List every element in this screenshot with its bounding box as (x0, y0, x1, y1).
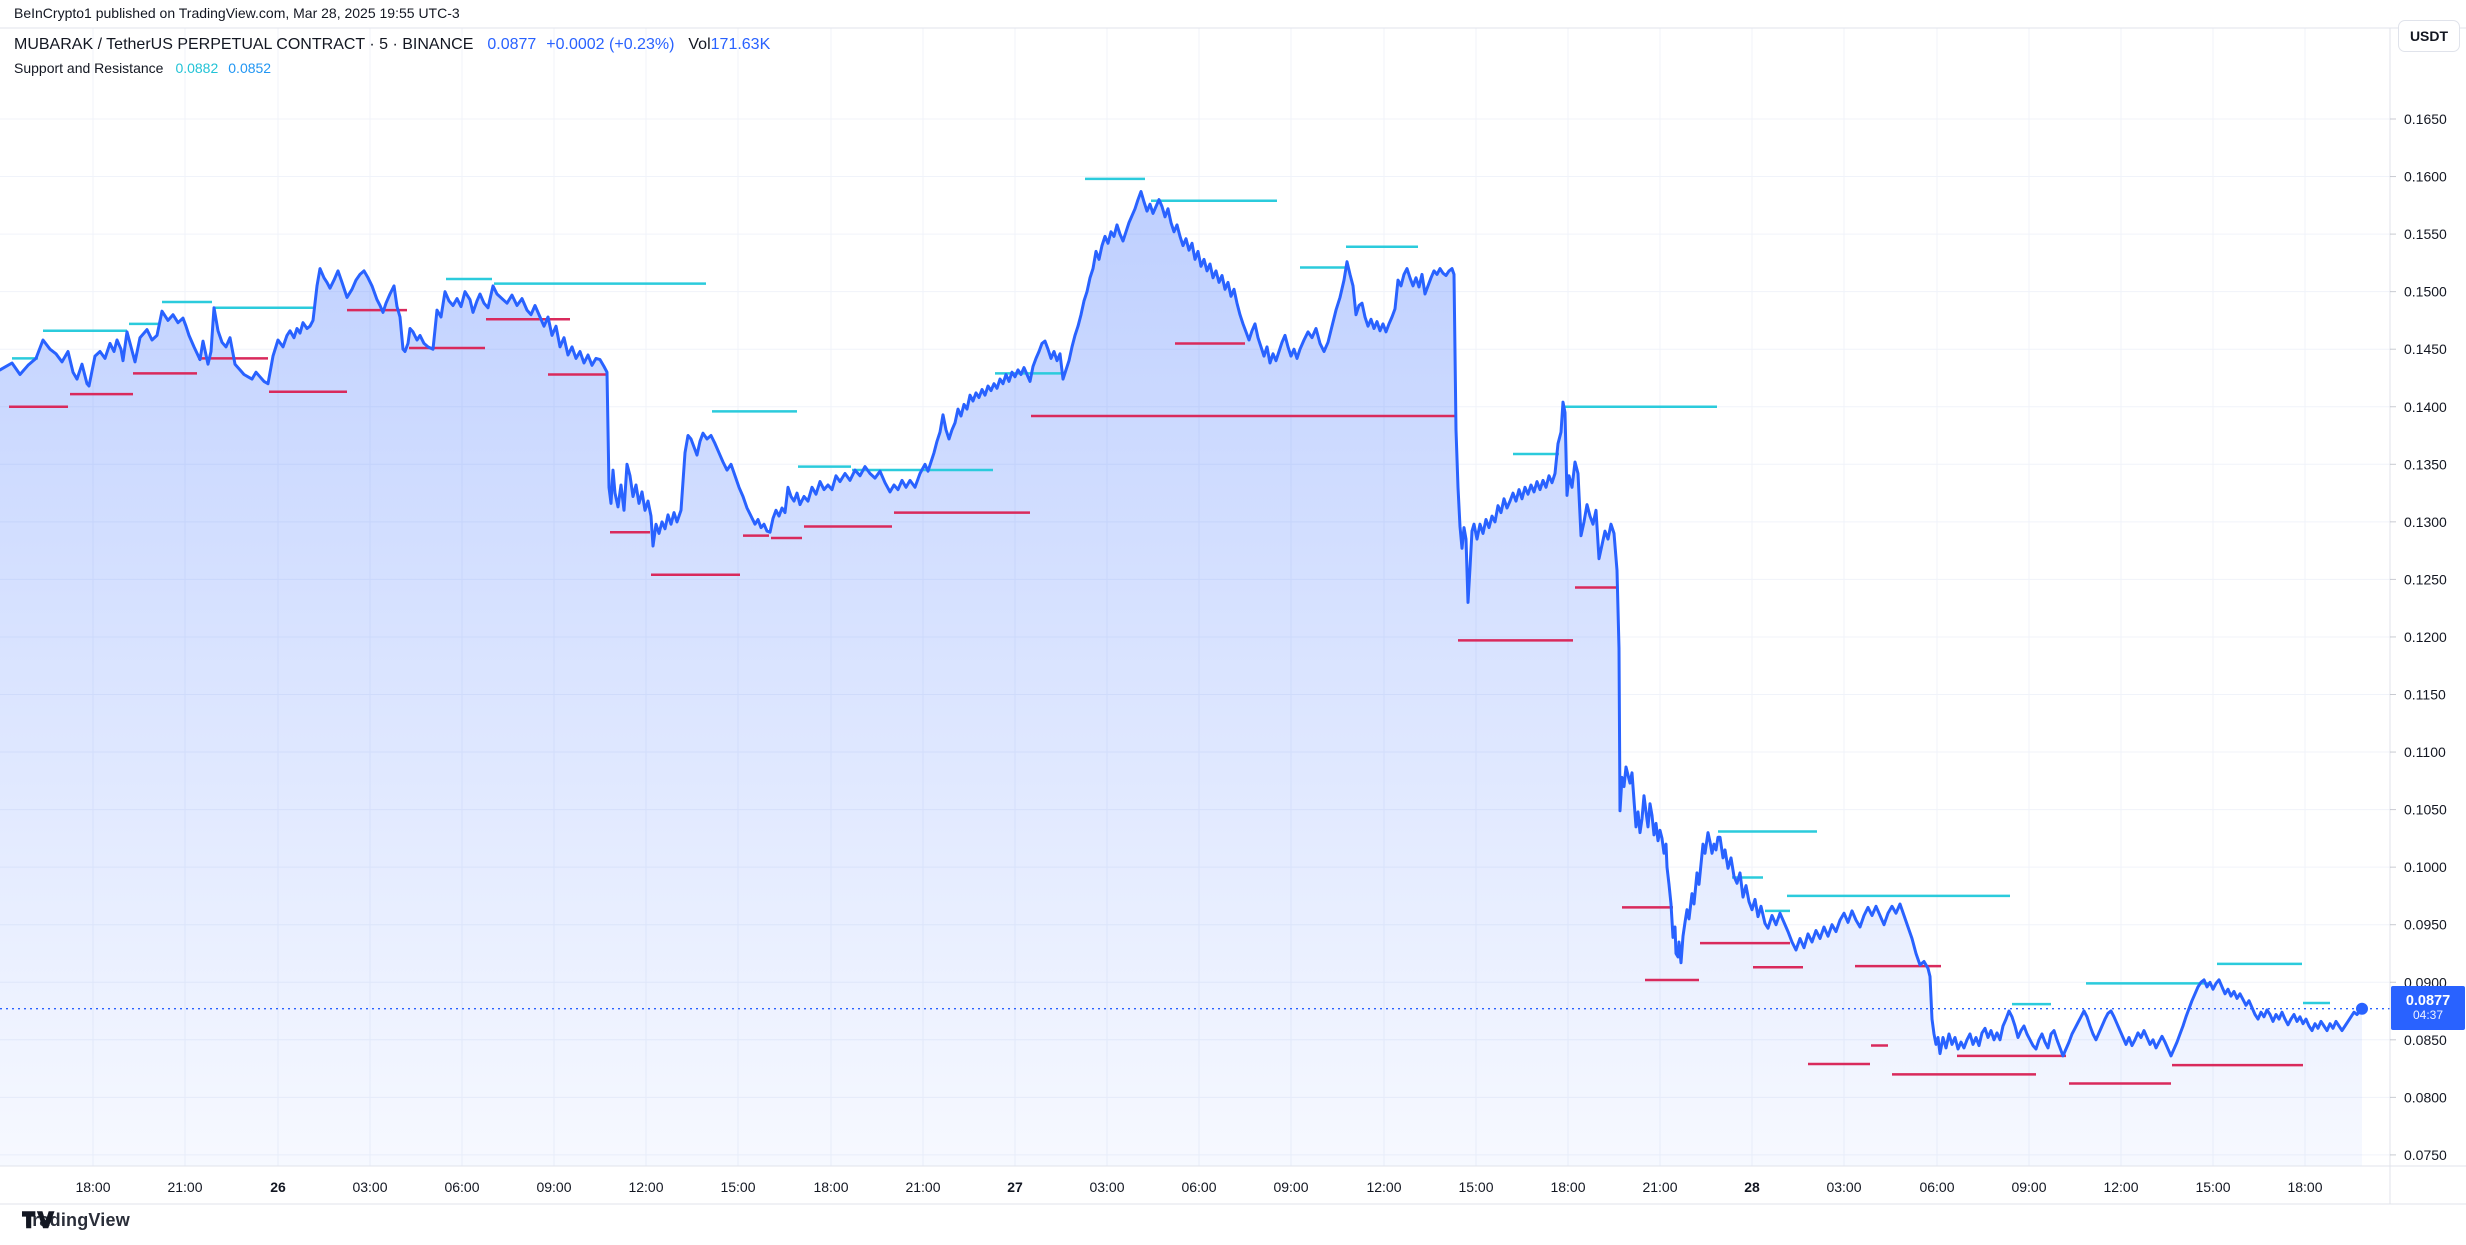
pane-frame (0, 27, 2466, 1205)
time-axis-label: 15:00 (2195, 1179, 2230, 1195)
price-axis-label: 0.0850 (2404, 1032, 2447, 1048)
symbol-legend-row[interactable]: MUBARAK / TetherUS PERPETUAL CONTRACT · … (14, 36, 770, 54)
indicator-support-value: 0.0852 (228, 60, 272, 76)
price-axis-label: 0.1050 (2404, 802, 2447, 818)
last-price-marker-dot (2356, 1002, 2368, 1015)
time-axis-label: 18:00 (75, 1179, 110, 1195)
time-axis-label: 15:00 (1458, 1179, 1493, 1195)
price-axis-label: 0.1550 (2404, 226, 2447, 242)
price-axis[interactable]: 0.1650 0.1600 0.1550 0.1500 0.1450 0.1400 0.13… (2390, 111, 2447, 1163)
price-axis-label: 0.1150 (2404, 687, 2446, 703)
time-axis-label: 18:00 (813, 1179, 848, 1195)
volume-label: Vol (688, 36, 711, 53)
price-axis-label: 0.1200 (2404, 629, 2447, 645)
time-axis-label: 09:00 (536, 1179, 571, 1195)
time-axis-label: 06:00 (1919, 1179, 1954, 1195)
time-axis-label: 18:00 (2287, 1179, 2322, 1195)
price-axis-label: 0.1500 (2404, 284, 2447, 300)
price-axis-label: 0.1000 (2404, 859, 2447, 875)
indicator-legend-row[interactable]: Support and Resistance 0.0882 0.0852 (14, 60, 271, 76)
time-axis-label: 03:00 (352, 1179, 387, 1195)
time-axis-label: 18:00 (1550, 1179, 1585, 1195)
price-axis-label: 0.1100 (2404, 744, 2446, 760)
price-axis-label: 0.1300 (2404, 514, 2447, 530)
price-axis-label: 0.1450 (2404, 341, 2447, 357)
time-axis-label: 21:00 (905, 1179, 940, 1195)
price-change-value: +0.0002 (+0.23%) (546, 36, 675, 53)
price-area-fill (0, 191, 2362, 1166)
volume-value: 171.63K (710, 36, 771, 53)
indicator-name[interactable]: Support and Resistance (14, 60, 164, 76)
time-axis-label: 21:00 (167, 1179, 202, 1195)
price-line (0, 190, 2364, 1058)
current-price-axis-label: 0.0877 04:37 (2391, 986, 2465, 1030)
symbol-title[interactable]: MUBARAK / TetherUS PERPETUAL CONTRACT · … (14, 36, 474, 53)
last-price-value: 0.0877 (487, 36, 537, 53)
price-axis-label: 0.1400 (2404, 399, 2447, 415)
time-axis-label: 06:00 (1181, 1179, 1216, 1195)
indicator-resistance-value: 0.0882 (175, 60, 219, 76)
price-axis-label: 0.0750 (2404, 1147, 2447, 1163)
time-axis-label: 15:00 (720, 1179, 755, 1195)
price-axis-label: 0.0800 (2404, 1089, 2447, 1105)
bar-countdown-timer: 04:37 (2412, 1008, 2444, 1023)
time-axis-label: 03:00 (1089, 1179, 1124, 1195)
current-price-value: 0.0877 (2405, 992, 2451, 1009)
time-axis-label: 03:00 (1826, 1179, 1861, 1195)
time-axis-label: 09:00 (2011, 1179, 2046, 1195)
time-axis-label: 12:00 (1366, 1179, 1401, 1195)
time-axis-label: 28 (1744, 1179, 1760, 1195)
time-axis-label: 21:00 (1642, 1179, 1677, 1195)
currency-unit-button[interactable]: USDT (2398, 20, 2460, 52)
time-axis-label: 06:00 (444, 1179, 479, 1195)
price-axis-label: 0.1650 (2404, 111, 2447, 127)
tradingview-watermark[interactable]: TradingView (22, 1210, 130, 1231)
publish-attribution-line: BeInCrypto1 published on TradingView.com… (14, 5, 460, 21)
time-axis-label: 09:00 (1273, 1179, 1308, 1195)
time-axis-label: 12:00 (628, 1179, 663, 1195)
time-axis-label: 27 (1007, 1179, 1023, 1195)
price-axis-label: 0.1600 (2404, 169, 2447, 185)
price-axis-label: 0.0950 (2404, 917, 2447, 933)
time-axis-label: 12:00 (2103, 1179, 2138, 1195)
price-axis-label: 0.1350 (2404, 456, 2447, 472)
time-axis-label: 26 (270, 1179, 286, 1195)
tradingview-logo-icon (22, 1211, 55, 1229)
time-axis[interactable]: 18:00 21:00 26 03:00 06:00 09:00 12:00 15:00 18:… (75, 1179, 2322, 1195)
price-axis-label: 0.1250 (2404, 571, 2447, 587)
